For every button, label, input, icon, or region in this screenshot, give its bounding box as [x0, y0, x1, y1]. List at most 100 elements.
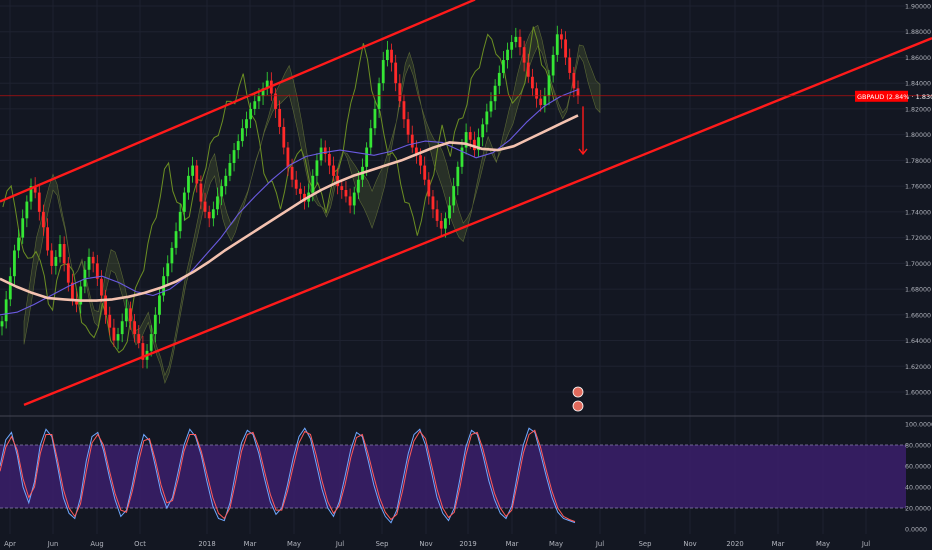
candle-body [481, 124, 485, 138]
candle-body [149, 334, 153, 351]
price-tick-label: 1.78000 [905, 158, 931, 165]
ichimoku-cloud [23, 24, 601, 384]
candle-body [414, 147, 418, 156]
channel-lower-line [23, 37, 932, 406]
candle-body [116, 334, 120, 341]
event-marker-icon [572, 400, 584, 412]
lagging-span-path [2, 26, 555, 354]
candle-body [211, 209, 215, 219]
candle-body [497, 72, 501, 86]
candle-body [551, 54, 555, 76]
price-tick-label: 1.86000 [905, 55, 931, 62]
oscillator-tick-label: 80.0000 [905, 443, 931, 450]
time-tick-label: Mar [244, 540, 257, 548]
candle-body [178, 211, 182, 232]
time-tick-label: 2020 [726, 540, 743, 548]
candle-body [46, 227, 49, 251]
candle-body [42, 211, 45, 228]
candle-body [473, 139, 476, 151]
price-tick-label: 1.70000 [905, 261, 931, 268]
candle-body [323, 147, 327, 154]
candle-body [265, 80, 269, 89]
candle-body [576, 88, 580, 97]
candle-body [435, 209, 439, 221]
candle-body [493, 85, 497, 102]
stochastic-oscillator-panel [0, 427, 906, 524]
candle-body [406, 119, 410, 135]
candle-body [124, 308, 128, 322]
time-tick-label: Apr [4, 540, 16, 548]
candle-body [100, 278, 103, 296]
time-tick-label: Sep [376, 540, 389, 548]
event-marker-icon [572, 386, 584, 398]
time-tick-label: May [816, 540, 830, 548]
candle-body [539, 98, 543, 106]
time-tick-label: Jul [335, 540, 344, 548]
candle-body [220, 186, 224, 197]
candle-body [187, 175, 190, 193]
candle-body [381, 60, 385, 84]
oscillator-axis: 100.0000 80.0000 60.0000 40.0000 20.0000 0.00… [905, 422, 932, 534]
candle-body [21, 218, 25, 238]
candle-body [37, 192, 41, 212]
candle-body [298, 188, 302, 194]
time-tick-label: Jul [595, 540, 604, 548]
time-tick-label: Sep [639, 540, 652, 548]
candle-body [191, 165, 195, 176]
candle-body [261, 88, 265, 97]
price-tick-label: 1.90000 [905, 4, 931, 11]
candle-body [477, 137, 480, 151]
candle-body [91, 256, 95, 264]
candle-body [95, 263, 99, 279]
time-tick-label: 2019 [459, 540, 476, 548]
candle-body [79, 286, 83, 305]
price-axis: 1.90000 1.88000 1.86000 1.84000 1.82000 1.800… [905, 4, 931, 397]
candle-body [385, 49, 389, 61]
price-tick-label: 1.72000 [905, 235, 931, 242]
candle-body [104, 295, 107, 315]
candle-body [423, 165, 427, 180]
candle-body [137, 334, 141, 344]
candle-body [506, 49, 509, 61]
candle-body [518, 36, 522, 48]
oscillator-band [0, 445, 906, 508]
candle-body [245, 119, 248, 129]
candle-body [240, 128, 244, 142]
candle-body [224, 175, 228, 187]
candle-body [0, 321, 4, 327]
price-tick-label: 1.62000 [905, 364, 931, 371]
candle-body [133, 321, 137, 335]
price-tick-label: 1.74000 [905, 209, 931, 216]
candle-body [452, 186, 456, 206]
candle-body [427, 179, 431, 197]
candle-body [203, 201, 207, 212]
candle-body [315, 160, 319, 176]
candle-body [327, 153, 331, 166]
time-tick-label: May [287, 540, 301, 548]
time-tick-label: 2018 [198, 540, 215, 548]
moving-averages [0, 89, 579, 316]
price-tag-text: GBPAUD (2.84% · 1.83023 [857, 93, 932, 101]
candle-body [182, 192, 186, 212]
trend-channel[interactable] [0, 0, 932, 406]
ma-fast-line [0, 89, 579, 316]
candle-body [166, 263, 170, 277]
candle-body [83, 269, 87, 287]
down-arrow-head [578, 148, 588, 156]
stoch-k-line [0, 427, 576, 524]
candle-body [560, 34, 563, 40]
candle-body [468, 132, 472, 140]
candle-body [278, 108, 282, 127]
candle-body [369, 128, 373, 148]
candle-body [8, 276, 12, 300]
candle-body [356, 179, 360, 193]
candle-body [431, 196, 435, 210]
candle-body [199, 183, 203, 202]
price-tick-label: 1.80000 [905, 132, 931, 139]
candle-body [236, 141, 240, 151]
candle-body [58, 244, 62, 257]
candle-body [502, 60, 505, 73]
time-tick-label: Mar [506, 540, 519, 548]
candle-body [514, 36, 518, 43]
candle-body [232, 150, 236, 163]
